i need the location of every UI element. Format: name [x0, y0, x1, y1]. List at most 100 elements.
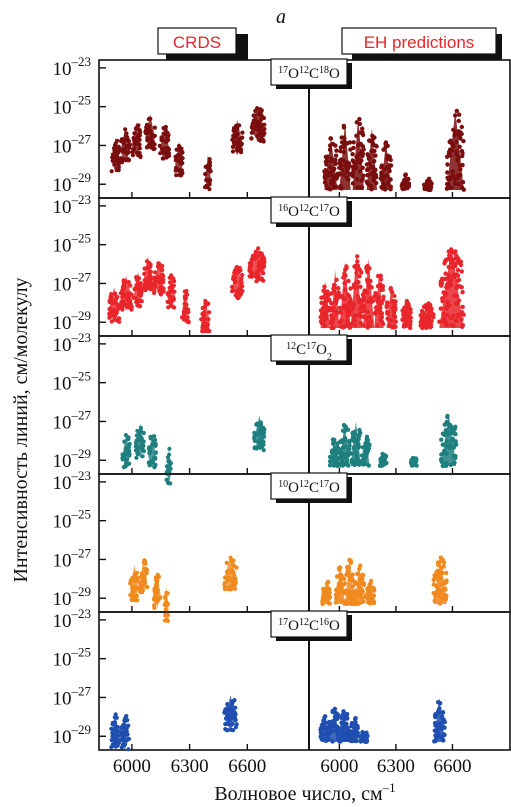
data-point [421, 304, 427, 309]
data-point [352, 588, 357, 594]
band-fill [231, 120, 243, 156]
band-fill [365, 580, 375, 605]
data-point [334, 148, 339, 153]
data-point [207, 310, 212, 315]
data-point [233, 705, 238, 710]
data-point [347, 446, 352, 452]
data-point [143, 288, 148, 293]
data-point [336, 286, 341, 291]
data-point [186, 320, 191, 325]
band-fill [120, 275, 132, 311]
data-point [456, 129, 461, 134]
data-point [348, 286, 353, 291]
crds-band [164, 446, 173, 486]
data-point [127, 441, 132, 447]
data-point [126, 435, 131, 440]
data-point [444, 154, 450, 159]
band-fill [110, 712, 120, 748]
band-fill [411, 456, 417, 467]
data-point [441, 560, 447, 565]
y-tick-label: 10–29 [53, 170, 92, 196]
data-point [433, 712, 438, 717]
data-point [137, 304, 143, 309]
data-point [338, 149, 343, 154]
data-point [239, 291, 244, 296]
crds-band [151, 572, 163, 611]
data-point [461, 138, 466, 144]
y-tick-label: 10–29 [53, 584, 92, 610]
band-fill [175, 141, 183, 177]
data-point [460, 304, 465, 310]
data-point [428, 302, 433, 308]
data-point [252, 445, 257, 450]
eh-band [418, 301, 436, 331]
data-point [200, 329, 205, 334]
crds-label: CRDS [173, 33, 221, 52]
data-point [153, 443, 158, 448]
x-axis-label-sup: –1 [382, 780, 396, 795]
data-point [347, 140, 353, 145]
data-point [455, 273, 461, 278]
crds-band [179, 288, 191, 325]
data-point [247, 274, 252, 279]
eh-band [337, 122, 353, 191]
data-point [446, 149, 452, 155]
data-point [135, 428, 140, 434]
y-tick-label: 10–27 [53, 269, 92, 295]
data-point [360, 130, 365, 135]
crds-band [249, 106, 267, 144]
eh-band [431, 555, 449, 606]
band-fill [320, 281, 330, 329]
data-point [172, 305, 177, 310]
eh-band [348, 716, 361, 744]
data-point [319, 300, 324, 305]
data-point [352, 580, 358, 585]
data-point [379, 170, 384, 175]
data-point [172, 279, 177, 284]
data-point [333, 161, 338, 166]
x-tick-label: 6300 [171, 756, 209, 777]
data-point [223, 585, 228, 590]
data-point [153, 437, 158, 443]
y-tick-label: 10–25 [53, 369, 92, 395]
eh-band [352, 563, 366, 607]
data-point [408, 315, 413, 320]
data-point [240, 272, 245, 278]
band-fill [441, 413, 457, 467]
data-point [442, 719, 447, 725]
data-point [429, 307, 434, 312]
data-point [361, 572, 366, 578]
crds-band [109, 137, 121, 174]
band-fill [108, 287, 120, 323]
data-point [450, 426, 455, 432]
band-fill [135, 423, 145, 459]
crds-band [143, 114, 157, 152]
eh-band [444, 108, 466, 192]
data-point [120, 160, 125, 165]
data-point [431, 590, 436, 596]
data-point [262, 257, 267, 262]
data-point [341, 422, 347, 428]
data-point [364, 167, 370, 173]
band-fill [154, 573, 161, 608]
eh-band [337, 709, 351, 744]
data-point [174, 173, 179, 178]
panel-4: 10–23 10–25 10–27 10–29 10O12C17O [53, 468, 511, 624]
data-point [207, 160, 213, 165]
data-point [454, 108, 459, 114]
data-point [444, 257, 450, 262]
eh-label: EH predictions [364, 33, 475, 52]
data-point [338, 439, 343, 444]
data-point [439, 452, 444, 457]
y-tick-label: 10–27 [53, 683, 92, 709]
band-fill [201, 298, 210, 334]
data-point [346, 278, 351, 284]
data-point [323, 168, 328, 173]
data-point [238, 150, 244, 155]
eh-band [360, 258, 377, 330]
data-point [319, 723, 324, 728]
data-point [129, 304, 134, 309]
data-point [109, 169, 114, 174]
eh-band [363, 578, 377, 606]
crds-band [252, 415, 267, 453]
